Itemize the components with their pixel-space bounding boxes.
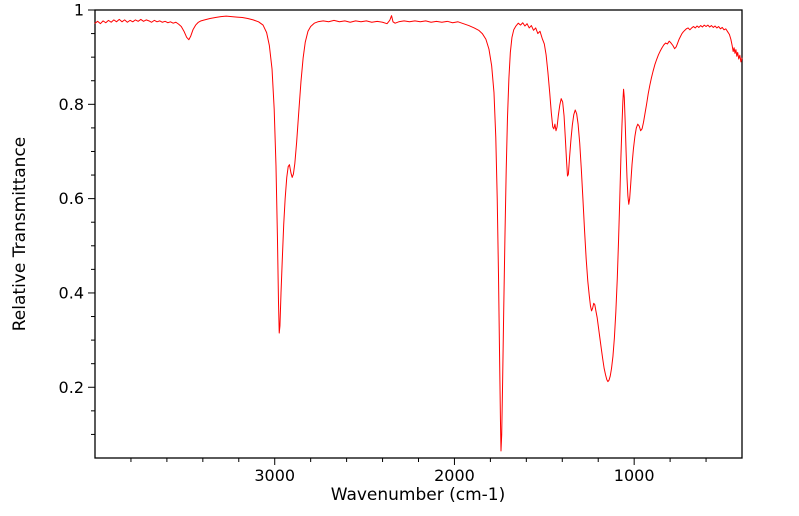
y-tick-label: 0.6 (59, 189, 84, 208)
y-tick-label: 0.2 (59, 378, 84, 397)
x-tick-label: 2000 (434, 466, 475, 485)
x-tick-label: 3000 (254, 466, 295, 485)
plot-frame (94, 9, 743, 459)
y-tick-label: 1 (74, 1, 84, 20)
y-tick-label: 0.4 (59, 283, 84, 302)
x-axis-title: Wavenumber (cm-1) (330, 485, 506, 505)
spectrum-line (94, 15, 743, 452)
y-axis-title: Relative Transmittance (10, 136, 30, 332)
y-tick-label: 0.8 (59, 95, 84, 114)
x-tick-label: 1000 (614, 466, 655, 485)
